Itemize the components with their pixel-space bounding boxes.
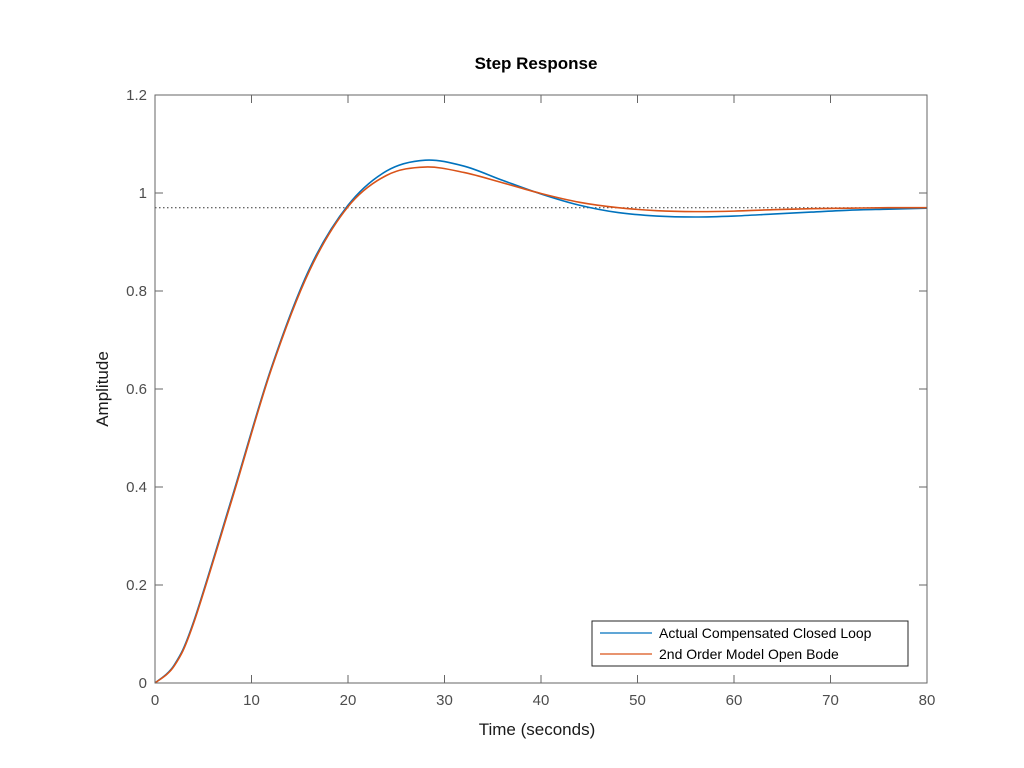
y-tick-label: 0.8: [126, 283, 147, 300]
y-axis-label: Amplitude: [93, 351, 112, 427]
legend: Actual Compensated Closed Loop 2nd Order…: [591, 620, 909, 667]
x-tick-label: 20: [340, 692, 357, 709]
series-line-1: [154, 166, 928, 684]
y-tick-label: 1: [139, 185, 147, 202]
x-tick-label: 80: [919, 692, 936, 709]
x-tick-label: 70: [822, 692, 839, 709]
x-tick-label: 50: [629, 692, 646, 709]
x-axis-label: Time (seconds): [479, 720, 596, 739]
x-tick-label: 10: [243, 692, 260, 709]
x-tick-label: 60: [726, 692, 743, 709]
y-tick-label: 0.6: [126, 381, 147, 398]
y-tick-label: 1.2: [126, 87, 147, 104]
plot-area: 0 10 20 30 40 50 60 70 80 0 0.2 0.4 0.6 0.8 1 1.2: [126, 87, 935, 709]
legend-box: [591, 620, 909, 667]
axes-background: [155, 95, 927, 683]
x-tick-label: 0: [151, 692, 159, 709]
legend-label-actual: Actual Compensated Closed Loop: [659, 625, 872, 641]
y-tick-label: 0.2: [126, 577, 147, 594]
x-tick-label: 40: [533, 692, 550, 709]
chart-title: Step Response: [475, 54, 598, 73]
y-tick-label: 0: [139, 675, 147, 692]
y-tick-label: 0.4: [126, 479, 147, 496]
x-tick-label: 30: [436, 692, 453, 709]
legend-label-model: 2nd Order Model Open Bode: [659, 646, 839, 662]
